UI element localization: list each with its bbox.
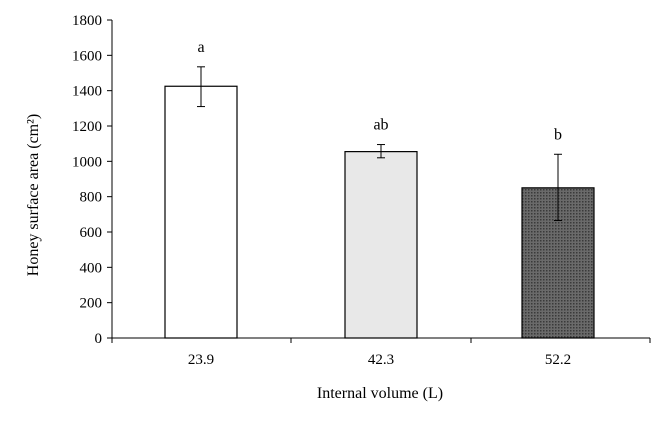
y-tick-label: 1800 [72, 13, 102, 29]
y-tick-label: 800 [80, 190, 103, 206]
y-axis-label: Honey surface area (cm²) [25, 114, 42, 276]
y-tick-label: 0 [95, 331, 103, 347]
y-tick-label: 600 [80, 225, 103, 241]
y-tick-label: 1200 [72, 119, 102, 135]
plot-area: 0 200 400 600 800 1000 1200 1400 1600 1800 a 23.9 ab… [72, 13, 651, 368]
y-tick-label: 200 [80, 296, 103, 312]
x-tick-label: 42.3 [368, 352, 394, 368]
x-tick-label: 52.2 [545, 352, 571, 368]
x-tick-label: 23.9 [188, 352, 214, 368]
bar [164, 85, 238, 339]
significance-label: b [554, 126, 562, 143]
x-axis-label: Internal volume (L) [317, 385, 443, 402]
y-tick-label: 400 [80, 260, 103, 276]
bar [344, 151, 418, 339]
y-tick-label: 1000 [72, 154, 102, 170]
significance-label: ab [373, 117, 388, 134]
significance-label: a [197, 39, 204, 56]
y-tick-label: 1600 [72, 48, 102, 64]
y-tick-label: 1400 [72, 84, 102, 100]
